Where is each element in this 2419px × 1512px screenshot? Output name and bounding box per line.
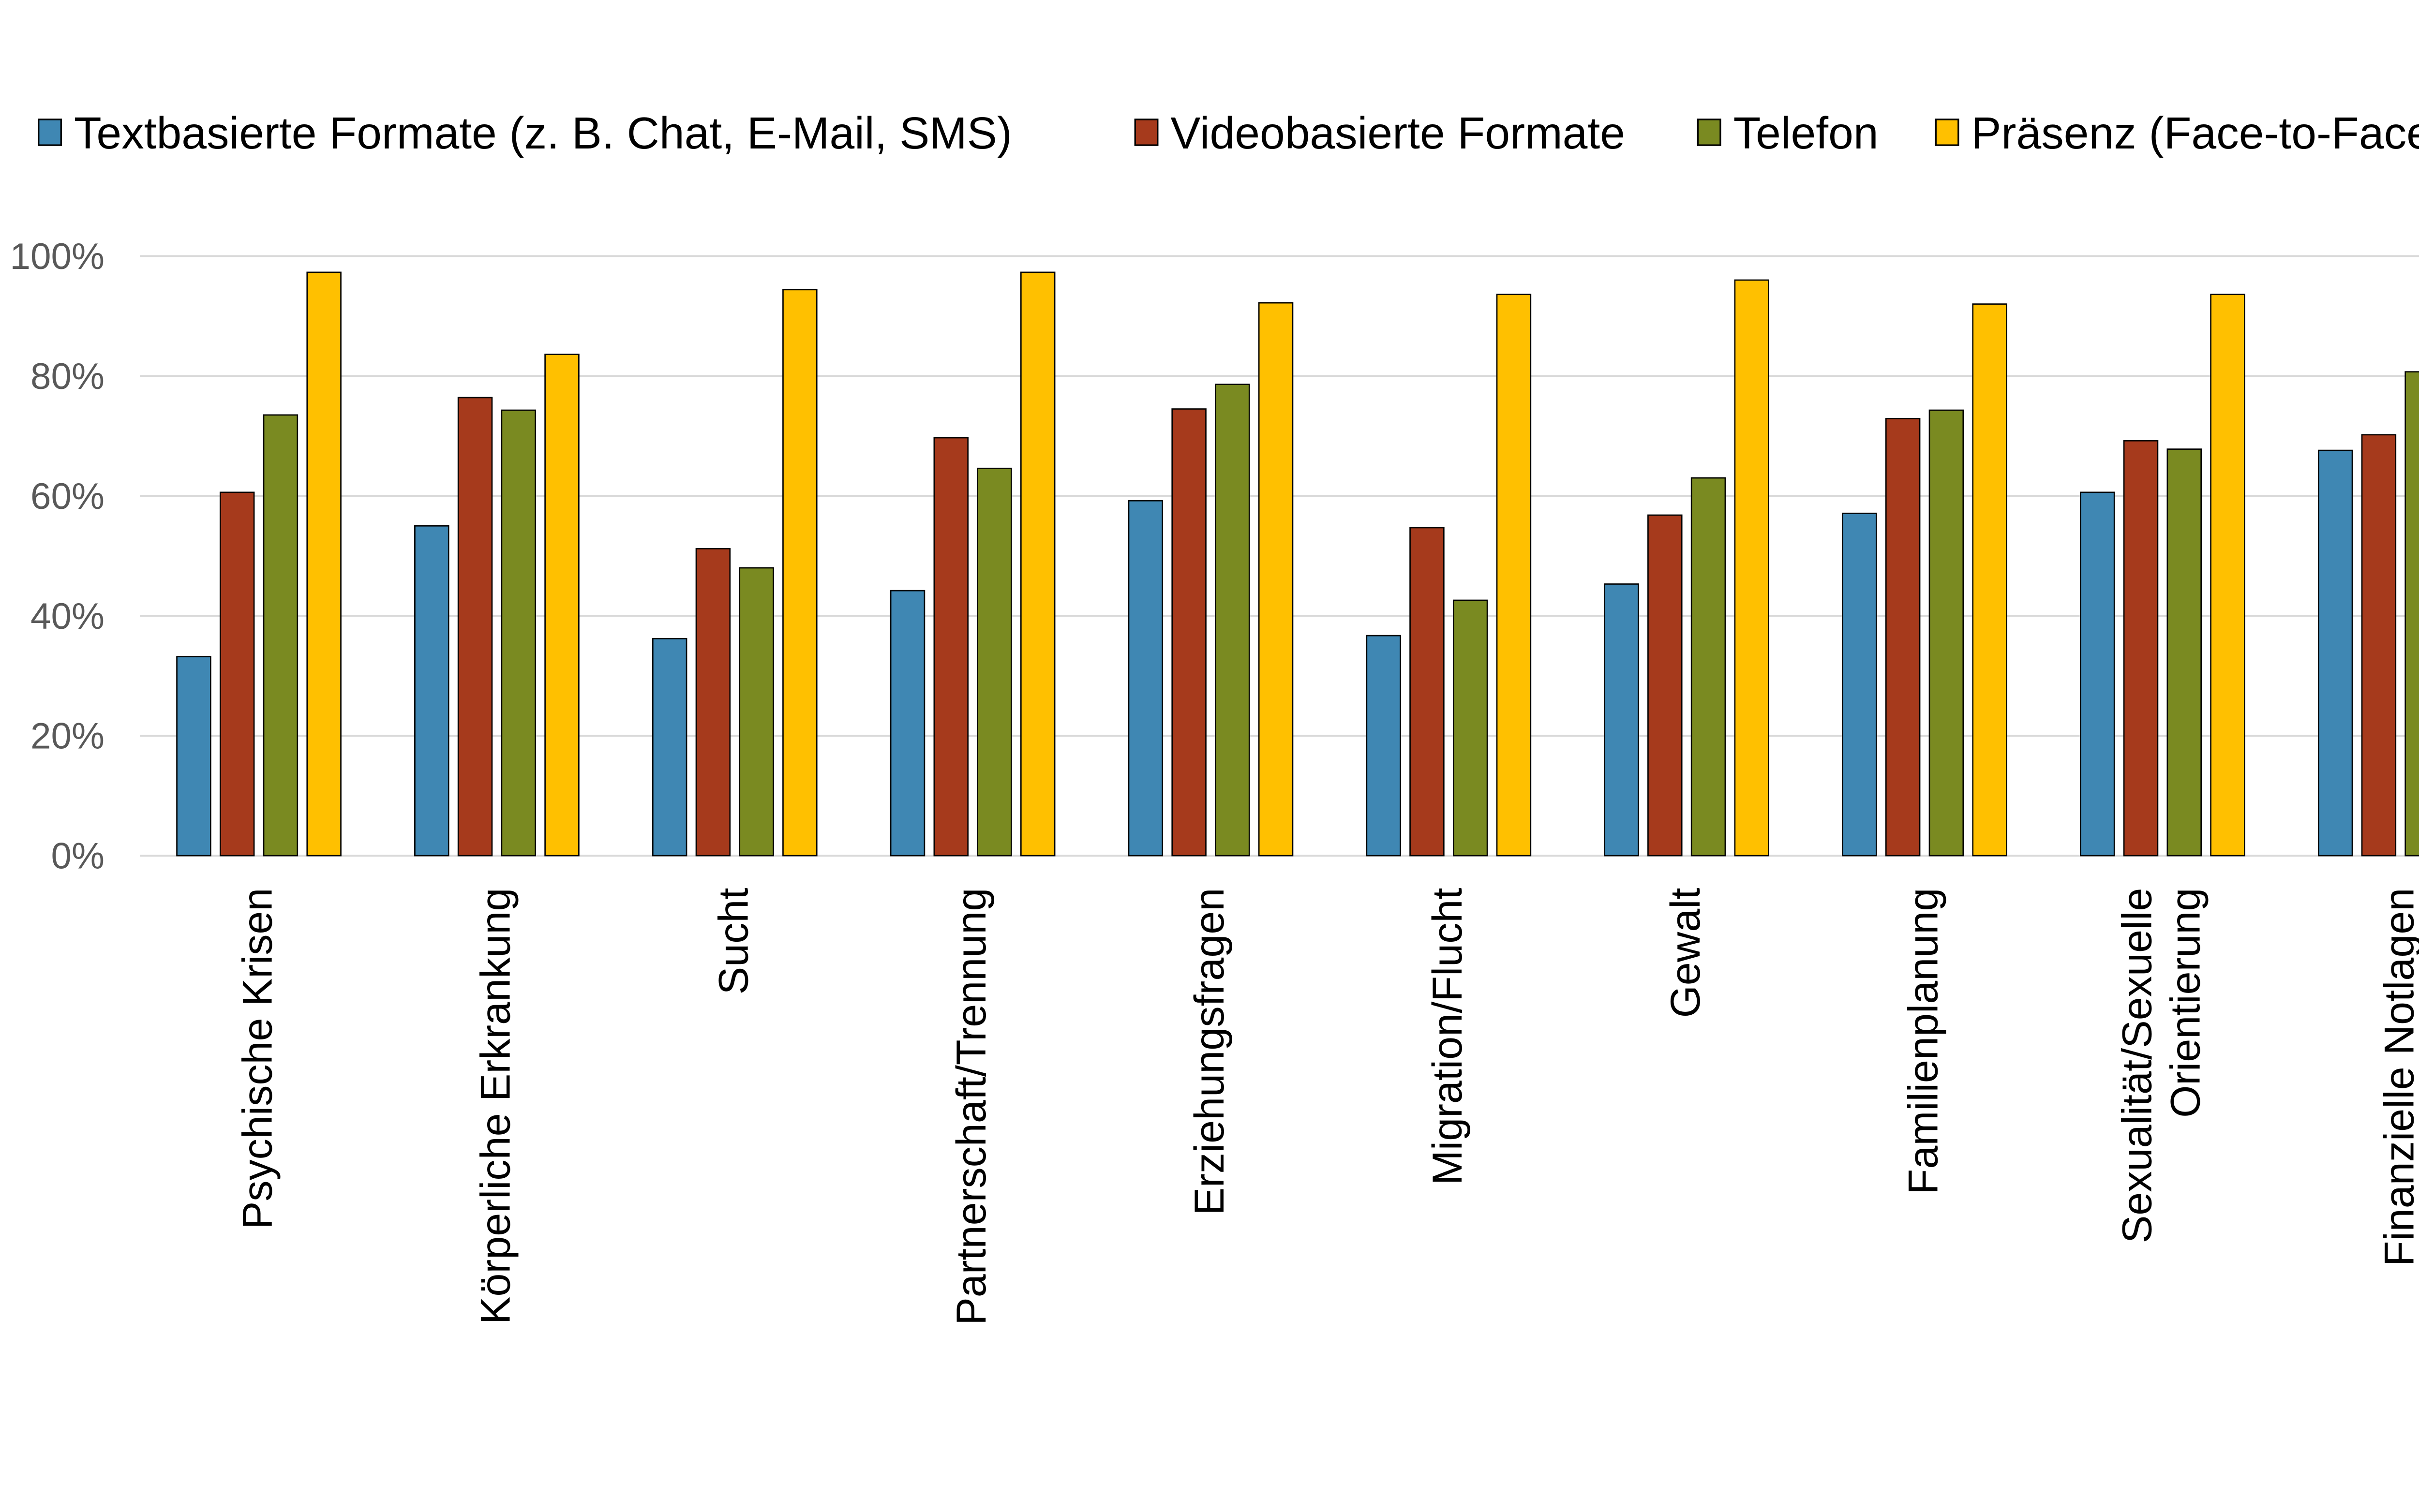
bar: [1647, 514, 1683, 857]
bar: [1258, 302, 1294, 857]
bar: [1366, 635, 1401, 857]
bar: [1452, 599, 1488, 857]
bar: [306, 271, 342, 857]
bar: [1928, 409, 1964, 857]
y-tick-label: 60%: [30, 476, 105, 517]
bar: [263, 414, 299, 857]
bar: [1972, 303, 2007, 857]
bar: [739, 567, 774, 857]
y-tick-label: 20%: [30, 716, 105, 757]
legend-swatch: [1935, 119, 1959, 146]
legend-label: Telefon: [1733, 108, 1879, 158]
bar: [414, 525, 449, 857]
x-tick-label: Sucht: [710, 888, 757, 995]
legend-label: Videobasierte Formate: [1170, 108, 1625, 158]
bar: [1215, 384, 1250, 857]
bar: [1690, 477, 1726, 857]
bar: [2404, 371, 2419, 857]
legend-swatch: [38, 119, 62, 146]
bar: [1842, 512, 1877, 857]
bar: [544, 354, 580, 857]
legend-item: Präsenz (Face-to-Face): [1935, 108, 2419, 158]
x-tick-label: Erziehungsfragen: [1186, 888, 1233, 1216]
bar: [501, 409, 537, 857]
bar: [176, 656, 211, 857]
legend: Textbasierte Formate (z. B. Chat, E-Mail…: [38, 108, 2419, 158]
bar: [1496, 294, 1532, 857]
bar: [2166, 448, 2202, 857]
bar: [1604, 583, 1639, 857]
bar: [2317, 449, 2353, 857]
bar: [1171, 408, 1207, 857]
bar: [1734, 279, 1770, 857]
legend-swatch: [1697, 119, 1721, 146]
bar: [2361, 434, 2397, 857]
x-tick-label: Sexualität/Sexuelle: [2114, 888, 2161, 1244]
bar: [933, 437, 969, 857]
bar: [977, 467, 1012, 857]
bar: [1409, 527, 1445, 857]
bar: [652, 637, 687, 857]
y-tick-label: 100%: [10, 236, 105, 277]
bar: [1885, 418, 1921, 857]
y-tick-label: 40%: [30, 596, 105, 637]
bar: [890, 590, 926, 857]
y-tick-label: 0%: [51, 836, 105, 877]
x-tick-label: Familienplanung: [1900, 888, 1947, 1195]
x-tick-label: Finanzielle Notlagen: [2376, 888, 2419, 1267]
x-tick-label: Körperliche Erkrankung: [472, 888, 519, 1325]
bar: [1128, 500, 1164, 857]
x-tick-label: Migration/Flucht: [1424, 888, 1471, 1186]
bars: [176, 271, 2419, 857]
bar: [1020, 271, 1056, 857]
legend-item: Videobasierte Formate: [1134, 108, 1625, 158]
legend-label: Präsenz (Face-to-Face): [1971, 108, 2419, 158]
bar: [695, 548, 731, 857]
x-tick-label: Orientierung: [2162, 888, 2209, 1118]
bar: [2080, 491, 2115, 857]
bar: [782, 289, 818, 857]
legend-label: Textbasierte Formate (z. B. Chat, E-Mail…: [74, 108, 1012, 158]
y-tick-label: 80%: [30, 356, 105, 397]
legend-item: Textbasierte Formate (z. B. Chat, E-Mail…: [38, 108, 1012, 158]
x-tick-label: Partnerschaft/Trennung: [948, 888, 995, 1325]
legend-swatch: [1134, 119, 1159, 146]
legend-item: Telefon: [1697, 108, 1879, 158]
bar: [457, 397, 493, 857]
bar: [219, 491, 255, 857]
y-axis: 0% 20% 40% 60% 80% 100%: [10, 236, 105, 877]
x-tick-label: Gewalt: [1662, 888, 1709, 1018]
x-tick-label: Psychische Krisen: [235, 888, 281, 1230]
bar: [2210, 294, 2245, 857]
bar: [2123, 440, 2159, 857]
x-axis: Psychische Krisen Körperliche Erkrankung S…: [235, 888, 2419, 1325]
